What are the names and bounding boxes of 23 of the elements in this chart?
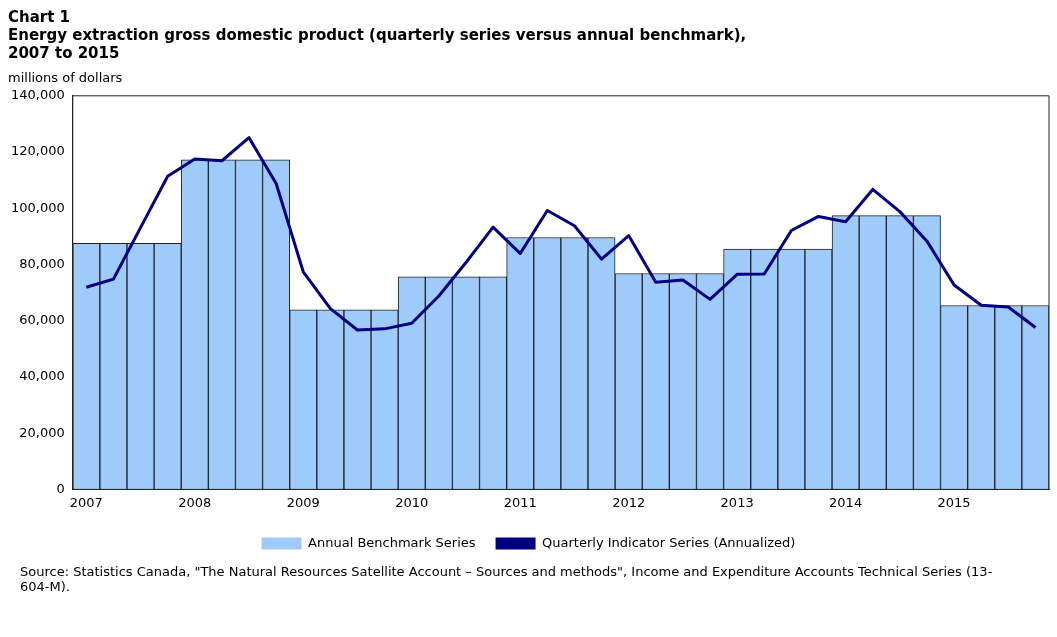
chart-subtitle: Energy extraction gross domestic product (quarterly series versus annual benchmark), 2007 to 2015 (8, 26, 748, 62)
y-tick-label: 140,000 (10, 87, 65, 103)
y-tick-label: 80,000 (19, 255, 65, 271)
legend-label: Annual Benchmark Series (308, 534, 476, 550)
y-tick-label: 20,000 (19, 424, 65, 440)
x-tick-label: 2008 (178, 494, 212, 510)
y-tick-label: 120,000 (10, 143, 65, 159)
y-tick-label: 100,000 (10, 199, 65, 215)
legend-label: Quarterly Indicator Series (Annualized) (542, 534, 796, 550)
x-tick-label: 2010 (395, 494, 429, 510)
x-tick-label: 2011 (503, 494, 537, 510)
x-tick-label: 2009 (286, 494, 320, 510)
x-tick-label: 2012 (612, 494, 646, 510)
x-tick-label: 2014 (829, 494, 863, 510)
x-tick-label: 2015 (937, 494, 971, 510)
y-tick-label: 60,000 (19, 312, 65, 328)
x-tick-label: 2007 (69, 494, 103, 510)
source-note: Source: Statistics Canada, "The Natural Resources Satellite Account – Sources and methods", Income and Expenditure Accounts Technical Series (13-604-M). (20, 564, 994, 594)
y-axis-title: millions of dollars (8, 70, 124, 85)
x-tick-label: 2013 (720, 494, 754, 510)
y-tick-label: 40,000 (19, 368, 65, 384)
chart-title: Chart 1 (8, 8, 72, 26)
y-tick-label: 0 (56, 480, 65, 496)
